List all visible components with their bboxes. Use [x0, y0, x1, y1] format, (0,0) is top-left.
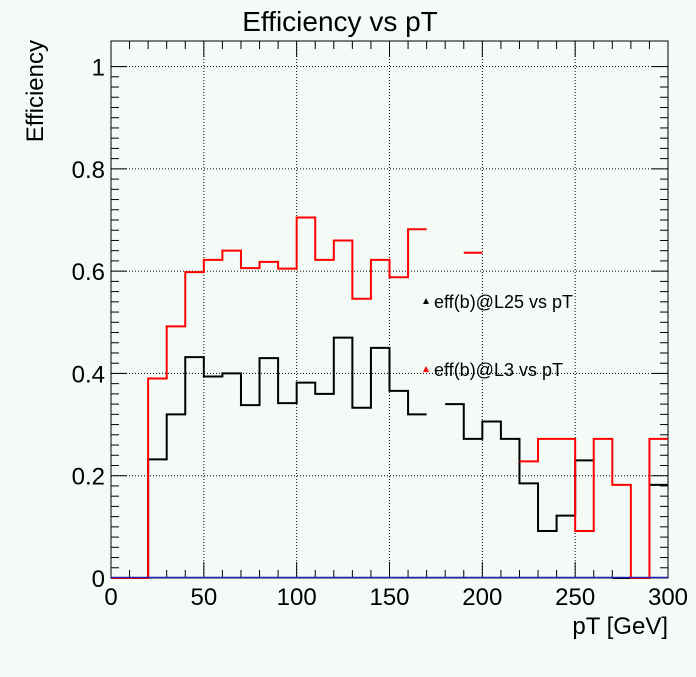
- x-tick-label: 250: [555, 584, 595, 611]
- series-group: [111, 216, 668, 579]
- x-axis-title: pT [GeV]: [572, 613, 668, 640]
- series-l3: [111, 216, 668, 579]
- series-line: [111, 336, 668, 579]
- x-tick-label: 150: [369, 584, 409, 611]
- series-line: [111, 216, 668, 579]
- legend: eff(b)@L25 vs pT eff(b)@L3 vs pT: [423, 292, 573, 380]
- legend-label: eff(b)@L25 vs pT: [434, 292, 573, 312]
- y-tick-label: 0.8: [72, 157, 105, 184]
- y-tick-label: 0.2: [72, 464, 105, 491]
- x-tick-label: 50: [190, 584, 217, 611]
- x-tick-label: 100: [277, 584, 317, 611]
- y-tick-label: 0.6: [72, 259, 105, 286]
- x-tick-label: 300: [648, 584, 688, 611]
- triangle-icon: [423, 366, 429, 372]
- legend-entry: eff(b)@L25 vs pT: [423, 292, 573, 312]
- axis-ticks: [110, 41, 669, 579]
- series-l25: [111, 336, 668, 579]
- y-tick-label: 0: [92, 566, 105, 593]
- x-tick-label: 0: [104, 584, 117, 611]
- tick-labels: 0 50 100 150 200 250 300 0 0.2 0.4 0.6 0.8 1: [72, 55, 688, 611]
- triangle-icon: [423, 298, 429, 304]
- y-tick-label: 0.4: [72, 361, 105, 388]
- y-axis-title: Efficiency: [22, 40, 49, 142]
- x-tick-label: 200: [462, 584, 502, 611]
- y-tick-label: 1: [92, 55, 105, 82]
- legend-label: eff(b)@L3 vs pT: [434, 360, 563, 380]
- grid: [111, 41, 668, 578]
- chart-title: Efficiency vs pT: [242, 6, 438, 37]
- legend-entry: eff(b)@L3 vs pT: [423, 360, 563, 380]
